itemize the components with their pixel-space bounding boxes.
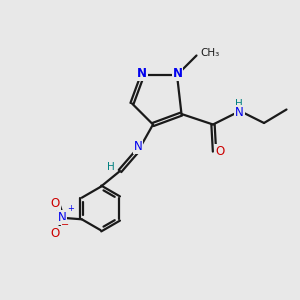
Text: N: N	[235, 106, 244, 119]
Text: O: O	[215, 145, 224, 158]
Text: N: N	[172, 67, 183, 80]
Text: −: −	[61, 220, 69, 230]
Text: N: N	[137, 67, 147, 80]
Text: H: H	[235, 99, 242, 110]
Text: N: N	[58, 211, 67, 224]
Text: CH₃: CH₃	[200, 47, 219, 58]
Text: N: N	[134, 140, 142, 154]
Text: H: H	[107, 161, 115, 172]
Text: O: O	[51, 227, 60, 240]
Text: O: O	[51, 196, 60, 210]
Text: +: +	[67, 204, 74, 213]
